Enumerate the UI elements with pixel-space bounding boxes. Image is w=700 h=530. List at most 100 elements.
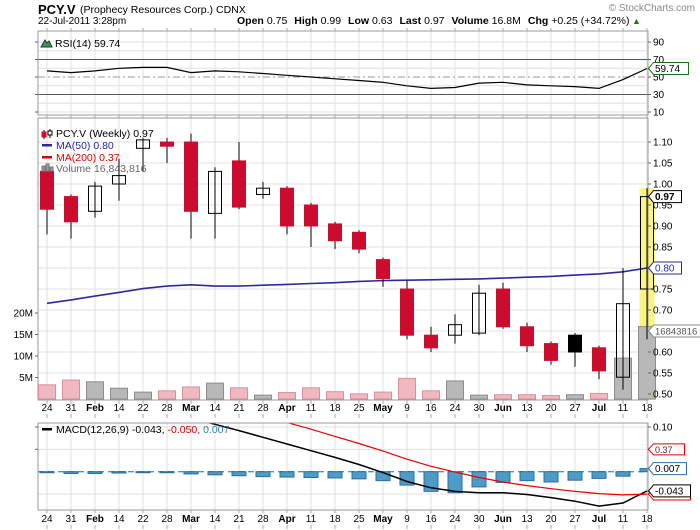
- svg-text:21: 21: [233, 514, 245, 525]
- svg-text:11: 11: [306, 514, 317, 525]
- copyright-label: © StockCharts.com: [608, 3, 695, 14]
- macd-histogram-bar: [351, 471, 367, 480]
- candle: [400, 288, 414, 336]
- macd-histogram-bar: [135, 471, 151, 474]
- svg-text:50: 50: [653, 73, 665, 84]
- quote-value: 0.63: [372, 15, 393, 27]
- candle: [88, 185, 102, 212]
- macd-histogram-bar: [543, 471, 559, 483]
- svg-text:18: 18: [641, 514, 653, 525]
- rsi-last-value-label: 59.74: [647, 61, 689, 75]
- volume-bar: [590, 392, 608, 400]
- candle: [616, 303, 630, 378]
- quote-value: +0.25 (+34.72%): [551, 15, 630, 27]
- svg-text:14: 14: [113, 514, 125, 525]
- svg-text:27: 27: [569, 514, 581, 525]
- volume-bar: [62, 379, 80, 400]
- macd-histogram-bar: [255, 471, 271, 478]
- svg-text:0.55: 0.55: [653, 369, 673, 380]
- macd-axis: 0.100.050.370.007-0.050-0.043: [35, 423, 691, 501]
- macd-histogram-bar: [159, 471, 175, 474]
- quote-value: 0.75: [266, 15, 288, 27]
- candle: [568, 334, 582, 353]
- svg-text:0.70: 0.70: [653, 306, 673, 317]
- svg-text:14: 14: [113, 403, 125, 414]
- ma200-line-icon: [42, 156, 52, 159]
- svg-text:13: 13: [521, 403, 533, 414]
- macd-histogram-bar: [471, 471, 487, 488]
- candle: [352, 231, 366, 250]
- volume-bar: [278, 392, 296, 400]
- svg-text:0.97: 0.97: [655, 192, 675, 203]
- macd-histogram-bar: [279, 471, 295, 478]
- candle: [544, 343, 558, 361]
- svg-text:24: 24: [449, 514, 461, 525]
- svg-text:16: 16: [425, 514, 437, 525]
- volume-bar: [182, 386, 200, 400]
- volume-bar: [254, 394, 272, 400]
- volume-bar: [470, 394, 488, 400]
- svg-text:MA(50) 0.80: MA(50) 0.80: [56, 140, 114, 152]
- svg-text:10: 10: [653, 108, 665, 119]
- macd-histogram-bar: [447, 471, 463, 494]
- svg-text:Mar: Mar: [182, 403, 200, 414]
- rsi-legend: RSI(14) 59.74: [40, 38, 121, 50]
- rsi-area-icon: [40, 39, 53, 48]
- svg-text:24: 24: [41, 514, 53, 525]
- candle: [304, 204, 318, 227]
- svg-text:30: 30: [473, 514, 485, 525]
- svg-text:-0.043: -0.043: [655, 486, 684, 497]
- volume-bar: [326, 391, 344, 400]
- svg-text:22: 22: [137, 403, 149, 414]
- volume-bar: [398, 377, 416, 400]
- svg-text:16: 16: [425, 403, 437, 414]
- candle: [40, 170, 54, 210]
- ma50-line: [46, 267, 648, 305]
- svg-text:25: 25: [353, 403, 365, 414]
- macd-histogram-bar: [591, 471, 607, 479]
- macd-histogram-bar: [303, 471, 319, 479]
- macd-histogram-bar: [87, 471, 103, 474]
- candle: [448, 324, 462, 336]
- svg-text:May: May: [373, 403, 393, 414]
- volume-bar: [566, 394, 584, 400]
- candle: [280, 187, 294, 227]
- svg-text:0.60: 0.60: [653, 348, 673, 359]
- svg-text:Jul: Jul: [592, 403, 607, 414]
- volume-bar: [446, 380, 464, 400]
- svg-text:0.75: 0.75: [653, 285, 673, 296]
- svg-text:1.00: 1.00: [653, 180, 673, 191]
- svg-text:24: 24: [449, 403, 461, 414]
- volume-bar: [422, 390, 440, 400]
- candle: [64, 196, 78, 223]
- svg-text:PCY.V (Weekly) 0.97: PCY.V (Weekly) 0.97: [56, 128, 154, 140]
- svg-text:0.37: 0.37: [655, 445, 673, 455]
- quote-label: Low: [348, 15, 370, 27]
- volume-bar: [494, 394, 512, 400]
- svg-text:90: 90: [653, 38, 665, 49]
- svg-text:0.80: 0.80: [655, 264, 675, 275]
- candle: [208, 170, 222, 214]
- svg-text:20: 20: [545, 514, 557, 525]
- svg-text:MA(200) 0.37: MA(200) 0.37: [56, 152, 120, 164]
- svg-text:18: 18: [329, 514, 341, 525]
- svg-text:Apr: Apr: [278, 514, 295, 525]
- macd-line-icon: [42, 428, 52, 431]
- chart-timestamp: 22-Jul-2011 3:28pm: [38, 16, 127, 27]
- candle: [592, 347, 606, 372]
- candle: [256, 187, 270, 195]
- volume-bar: [542, 395, 560, 400]
- svg-text:14: 14: [209, 403, 221, 414]
- candle: [496, 288, 510, 328]
- svg-text:1.10: 1.10: [653, 138, 673, 149]
- svg-text:27: 27: [569, 403, 581, 414]
- svg-text:0.007: 0.007: [655, 464, 680, 475]
- svg-text:Jun: Jun: [494, 403, 512, 414]
- macd-histogram-bar: [567, 471, 583, 481]
- quote-label: Volume: [451, 15, 489, 27]
- quote-value: 16.8M: [491, 15, 521, 27]
- svg-text:28: 28: [161, 403, 173, 414]
- svg-text:30: 30: [653, 90, 665, 101]
- volume-bar: [86, 381, 104, 400]
- symbol-title: PCY.V: [38, 2, 76, 17]
